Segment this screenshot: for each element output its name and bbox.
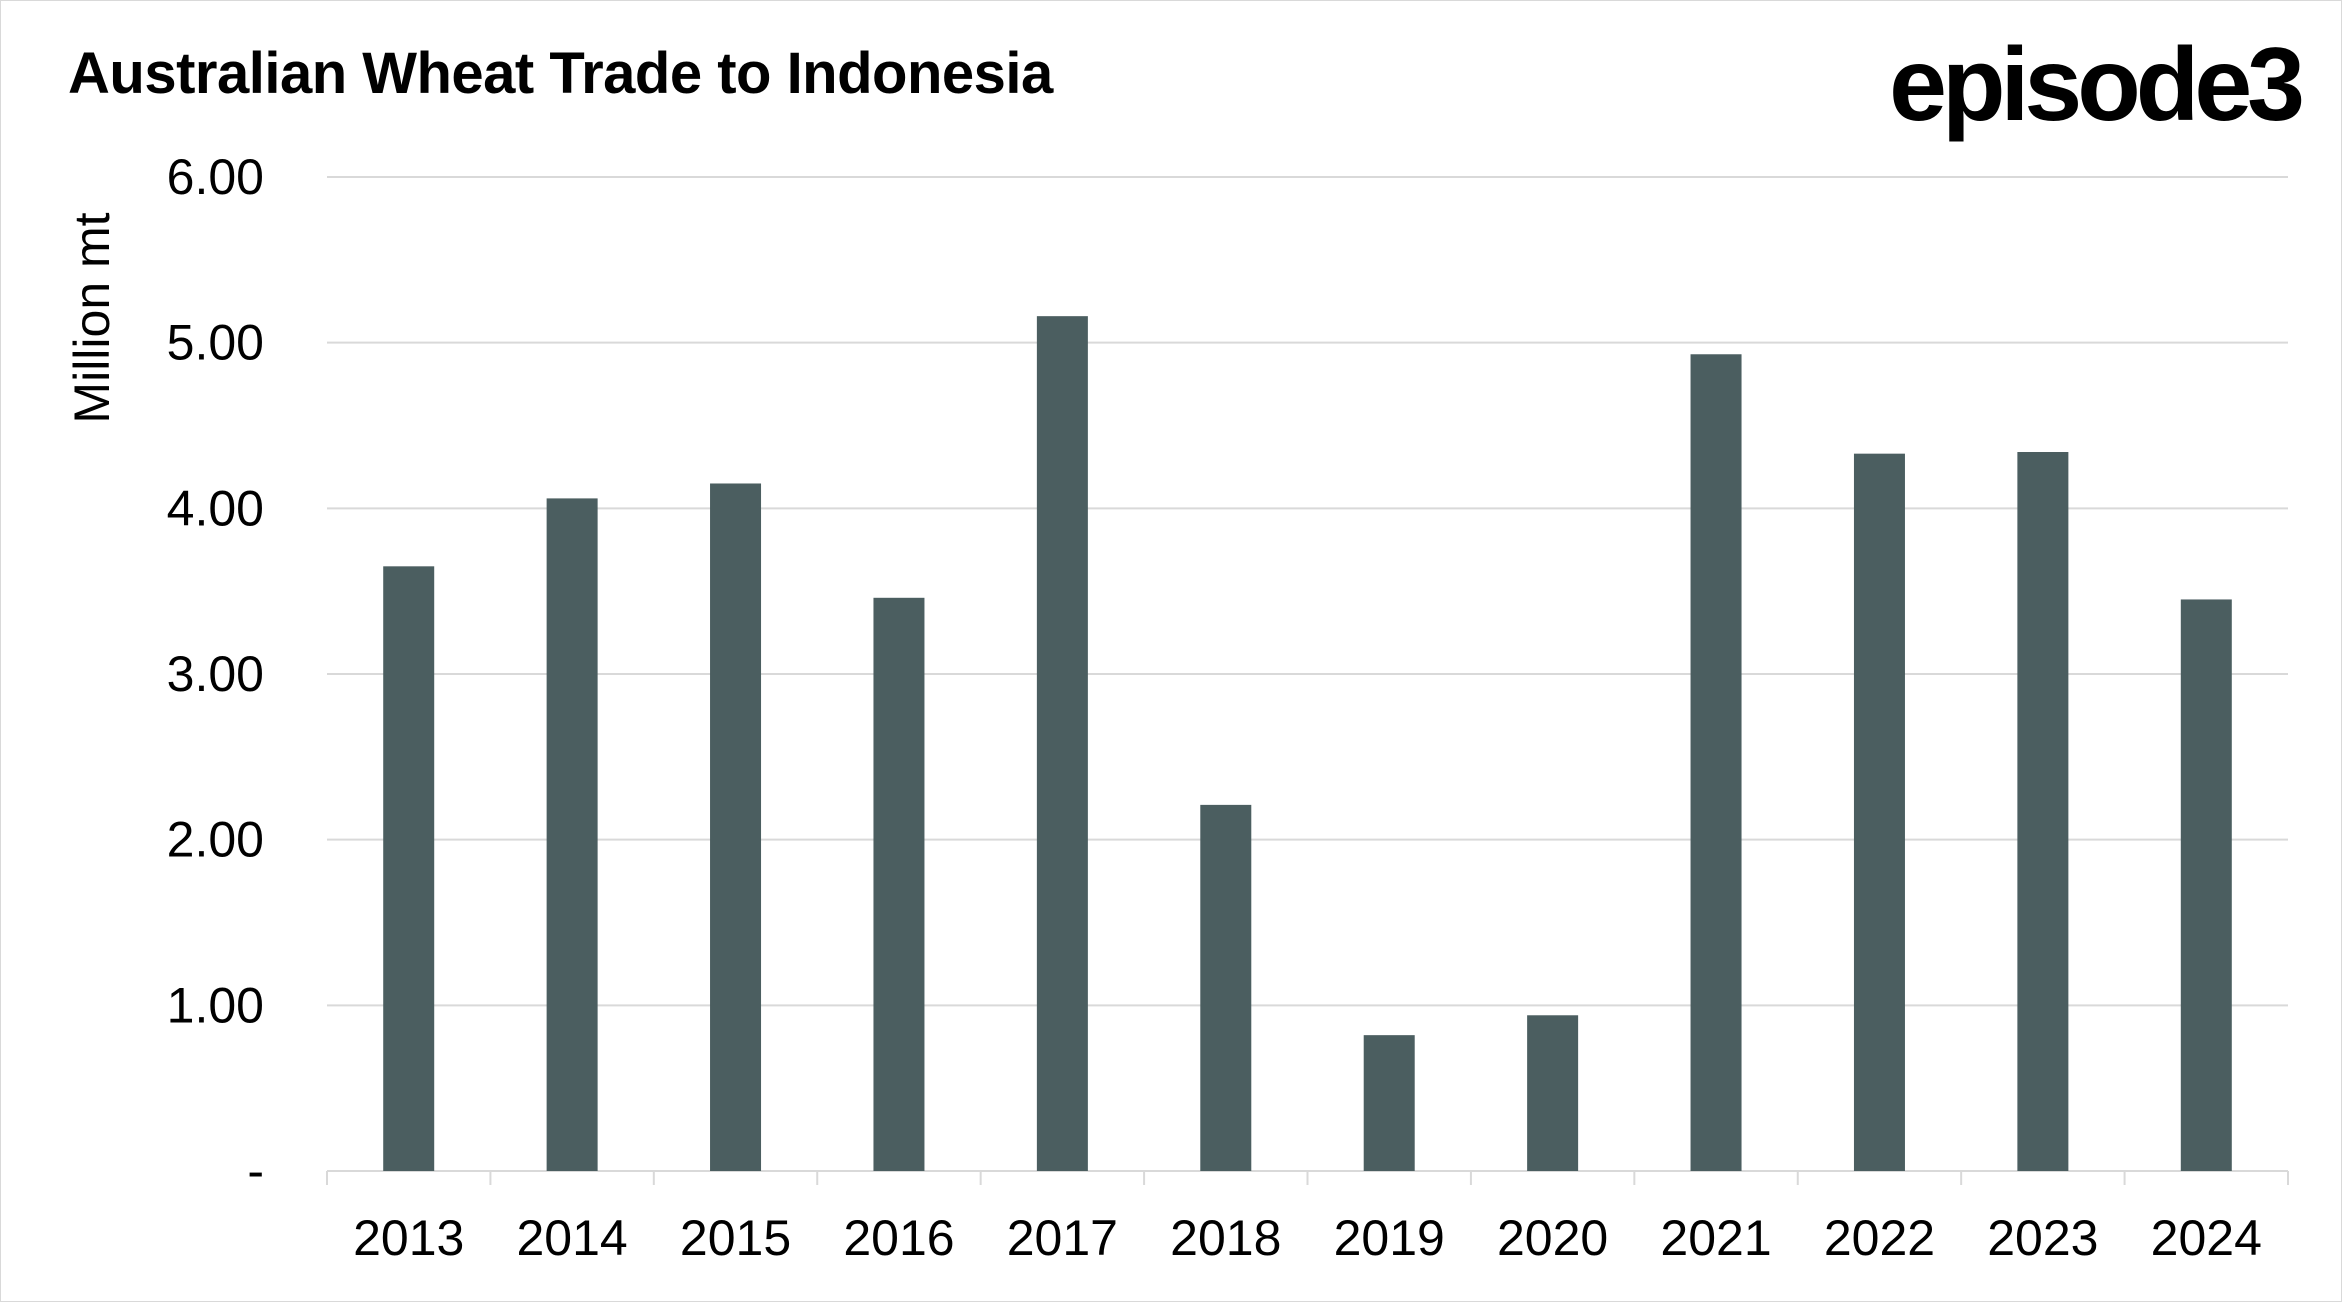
y-tick-label: 3.00 [167,646,264,702]
x-tick-label: 2019 [1334,1210,1445,1266]
chart-title: Australian Wheat Trade to Indonesia [68,41,1053,106]
x-tick-label: 2020 [1497,1210,1608,1266]
bar-2019 [1363,1035,1415,1171]
y-tick-label: - [247,1143,264,1199]
x-tick-label: 2023 [1987,1210,2098,1266]
bar-2022 [1853,453,1905,1171]
y-tick-label: 5.00 [167,315,264,371]
bar-2021 [1690,354,1742,1172]
y-tick-label: 4.00 [167,480,264,536]
bar-2014 [546,498,598,1172]
y-tick-label: 2.00 [167,812,264,868]
bar-2016 [873,597,925,1171]
bar-2023 [2017,452,2069,1171]
bar-2013 [383,566,435,1171]
x-tick-label: 2014 [517,1210,628,1266]
x-tick-label: 2022 [1824,1210,1935,1266]
y-tick-label: 6.00 [167,149,264,205]
x-tick-label: 2013 [353,1210,464,1266]
x-tick-label: 2024 [2151,1210,2262,1266]
bar-2020 [1527,1015,1579,1171]
x-tick-label: 2017 [1007,1210,1118,1266]
bar-2024 [2180,599,2232,1171]
bar-2017 [1036,316,1088,1171]
y-tick-label: 1.00 [167,977,264,1033]
x-tick-label: 2016 [843,1210,954,1266]
x-tick-label: 2021 [1660,1210,1771,1266]
x-tick-label: 2015 [680,1210,791,1266]
x-tick-label: 2018 [1170,1210,1281,1266]
bar-2018 [1200,804,1252,1171]
brand-logo: episode3 [1889,27,2305,143]
bar-2015 [710,483,762,1171]
